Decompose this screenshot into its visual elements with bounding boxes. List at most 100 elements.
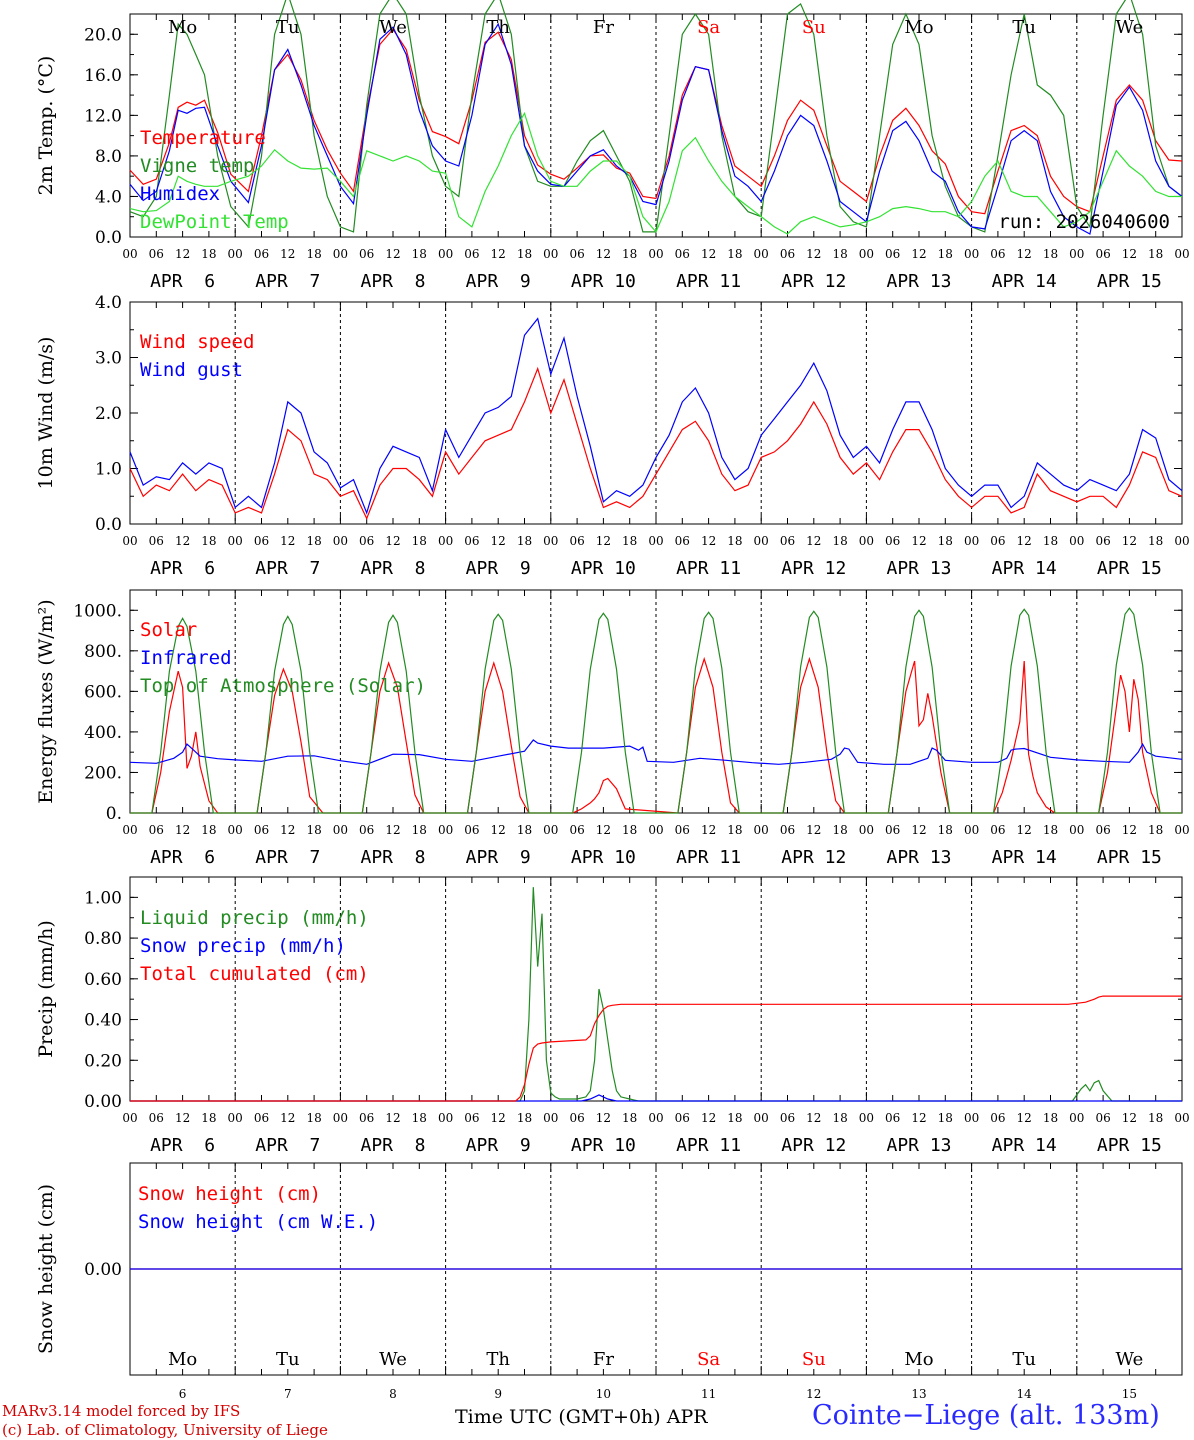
hour-tick-label: 18	[412, 823, 427, 837]
hour-tick-label: 18	[1043, 534, 1058, 548]
hour-tick-label: 18	[832, 534, 847, 548]
day-label: APR 10	[571, 847, 636, 868]
hour-tick-label: 12	[175, 247, 190, 261]
hour-tick-label: 06	[254, 1111, 269, 1125]
legend-item: DewPoint Temp	[140, 211, 289, 233]
weekday-label-bottom: Mo	[168, 1349, 197, 1370]
weekday-label-bottom: Th	[486, 1349, 510, 1370]
hour-tick-label: 18	[832, 247, 847, 261]
hour-tick-label: 12	[1017, 247, 1032, 261]
hour-tick-label: 00	[648, 823, 663, 837]
hour-tick-label: 18	[517, 823, 532, 837]
hour-tick-label: 18	[1043, 823, 1058, 837]
hour-tick-label: 12	[280, 1111, 295, 1125]
hour-tick-label: 18	[517, 534, 532, 548]
day-label: APR 8	[360, 271, 425, 292]
hour-tick-label: 06	[569, 247, 584, 261]
hour-tick-label: 00	[333, 534, 348, 548]
model-credit: MARv3.14 model forced by IFS	[2, 1402, 241, 1420]
bottom-day-number: 11	[701, 1387, 716, 1401]
hour-tick-label: 06	[885, 1111, 900, 1125]
run-label: run: 2026040600	[998, 211, 1170, 233]
hour-tick-label: 00	[228, 823, 243, 837]
day-label: APR 9	[466, 1135, 531, 1156]
hour-tick-label: 00	[648, 1111, 663, 1125]
hour-tick-label: 06	[569, 823, 584, 837]
day-label: APR 11	[676, 1135, 741, 1156]
hour-tick-label: 00	[859, 823, 874, 837]
y-axis-label: 2m Temp. (°C)	[35, 56, 57, 196]
lab-credit: (c) Lab. of Climatology, University of L…	[2, 1421, 328, 1439]
hour-tick-label: 18	[727, 247, 742, 261]
day-label: APR 15	[1097, 1135, 1162, 1156]
hour-tick-label: 00	[438, 247, 453, 261]
plot-frame	[129, 589, 1183, 814]
hour-tick-label: 12	[1122, 1111, 1137, 1125]
hour-tick-label: 00	[964, 823, 979, 837]
y-tick-label: 600.	[84, 682, 122, 702]
hour-tick-label: 18	[1148, 534, 1163, 548]
weekday-label-top: Sa	[697, 17, 720, 38]
y-tick-label: 0.0	[95, 228, 122, 248]
day-label: APR 8	[360, 1135, 425, 1156]
legend-item: Snow height (cm)	[138, 1183, 321, 1205]
day-label: APR 7	[255, 847, 320, 868]
y-tick-label: 0.00	[84, 1260, 122, 1280]
y-axis-label: Energy fluxes (W/m²)	[35, 599, 57, 803]
hour-tick-label: 00	[438, 823, 453, 837]
day-label: APR 10	[571, 271, 636, 292]
hour-tick-label: 00	[1069, 247, 1084, 261]
bottom-day-number: 14	[1017, 1387, 1033, 1401]
hour-tick-label: 06	[780, 823, 795, 837]
series-line-humidex	[129, 22, 1183, 235]
legend-item: Liquid precip (mm/h)	[140, 907, 369, 929]
hour-tick-label: 06	[780, 247, 795, 261]
legend-item: Infrared	[140, 647, 232, 669]
hour-tick-label: 12	[806, 823, 821, 837]
hour-tick-label: 06	[569, 534, 584, 548]
hour-tick-label: 00	[122, 1111, 137, 1125]
hour-tick-label: 00	[964, 1111, 979, 1125]
hour-tick-label: 00	[1174, 823, 1189, 837]
day-label: APR 13	[886, 1135, 951, 1156]
legend-item: Temperature	[140, 127, 266, 149]
hour-tick-label: 00	[333, 247, 348, 261]
hour-tick-label: 12	[596, 534, 611, 548]
hour-tick-label: 18	[1148, 247, 1163, 261]
weekday-label-bottom: Mo	[904, 1349, 933, 1370]
hour-tick-label: 06	[149, 247, 164, 261]
hour-tick-label: 06	[675, 534, 690, 548]
hour-tick-label: 00	[754, 534, 769, 548]
hour-tick-label: 12	[491, 247, 506, 261]
day-label: APR 12	[781, 1135, 846, 1156]
hour-tick-label: 00	[1174, 247, 1189, 261]
hour-tick-label: 00	[648, 247, 663, 261]
hour-tick-label: 00	[122, 823, 137, 837]
hour-tick-label: 12	[911, 534, 926, 548]
hour-tick-label: 00	[648, 534, 663, 548]
legend-item: Wind speed	[140, 331, 254, 353]
legend-item: Humidex	[140, 183, 220, 205]
hour-tick-label: 12	[911, 1111, 926, 1125]
legend-item: Total cumulated (cm)	[140, 963, 369, 985]
hour-tick-label: 12	[1122, 534, 1137, 548]
hour-tick-label: 06	[675, 247, 690, 261]
hour-tick-label: 12	[701, 1111, 716, 1125]
legend-item: Vigne temp	[140, 155, 254, 177]
hour-tick-label: 06	[885, 247, 900, 261]
day-label: APR 12	[781, 271, 846, 292]
bottom-day-number: 15	[1122, 1387, 1137, 1401]
hour-tick-label: 18	[938, 823, 953, 837]
y-tick-label: 1.00	[84, 888, 122, 908]
hour-tick-label: 06	[990, 823, 1005, 837]
hour-tick-label: 12	[596, 247, 611, 261]
hour-tick-label: 00	[228, 1111, 243, 1125]
hour-tick-label: 18	[622, 247, 637, 261]
hour-tick-label: 12	[385, 823, 400, 837]
bottom-day-number: 8	[389, 1387, 397, 1401]
hour-tick-label: 12	[491, 1111, 506, 1125]
weekday-label-top: We	[379, 17, 407, 38]
series-line-vigne-temp	[129, 0, 1183, 233]
hour-tick-label: 06	[780, 534, 795, 548]
